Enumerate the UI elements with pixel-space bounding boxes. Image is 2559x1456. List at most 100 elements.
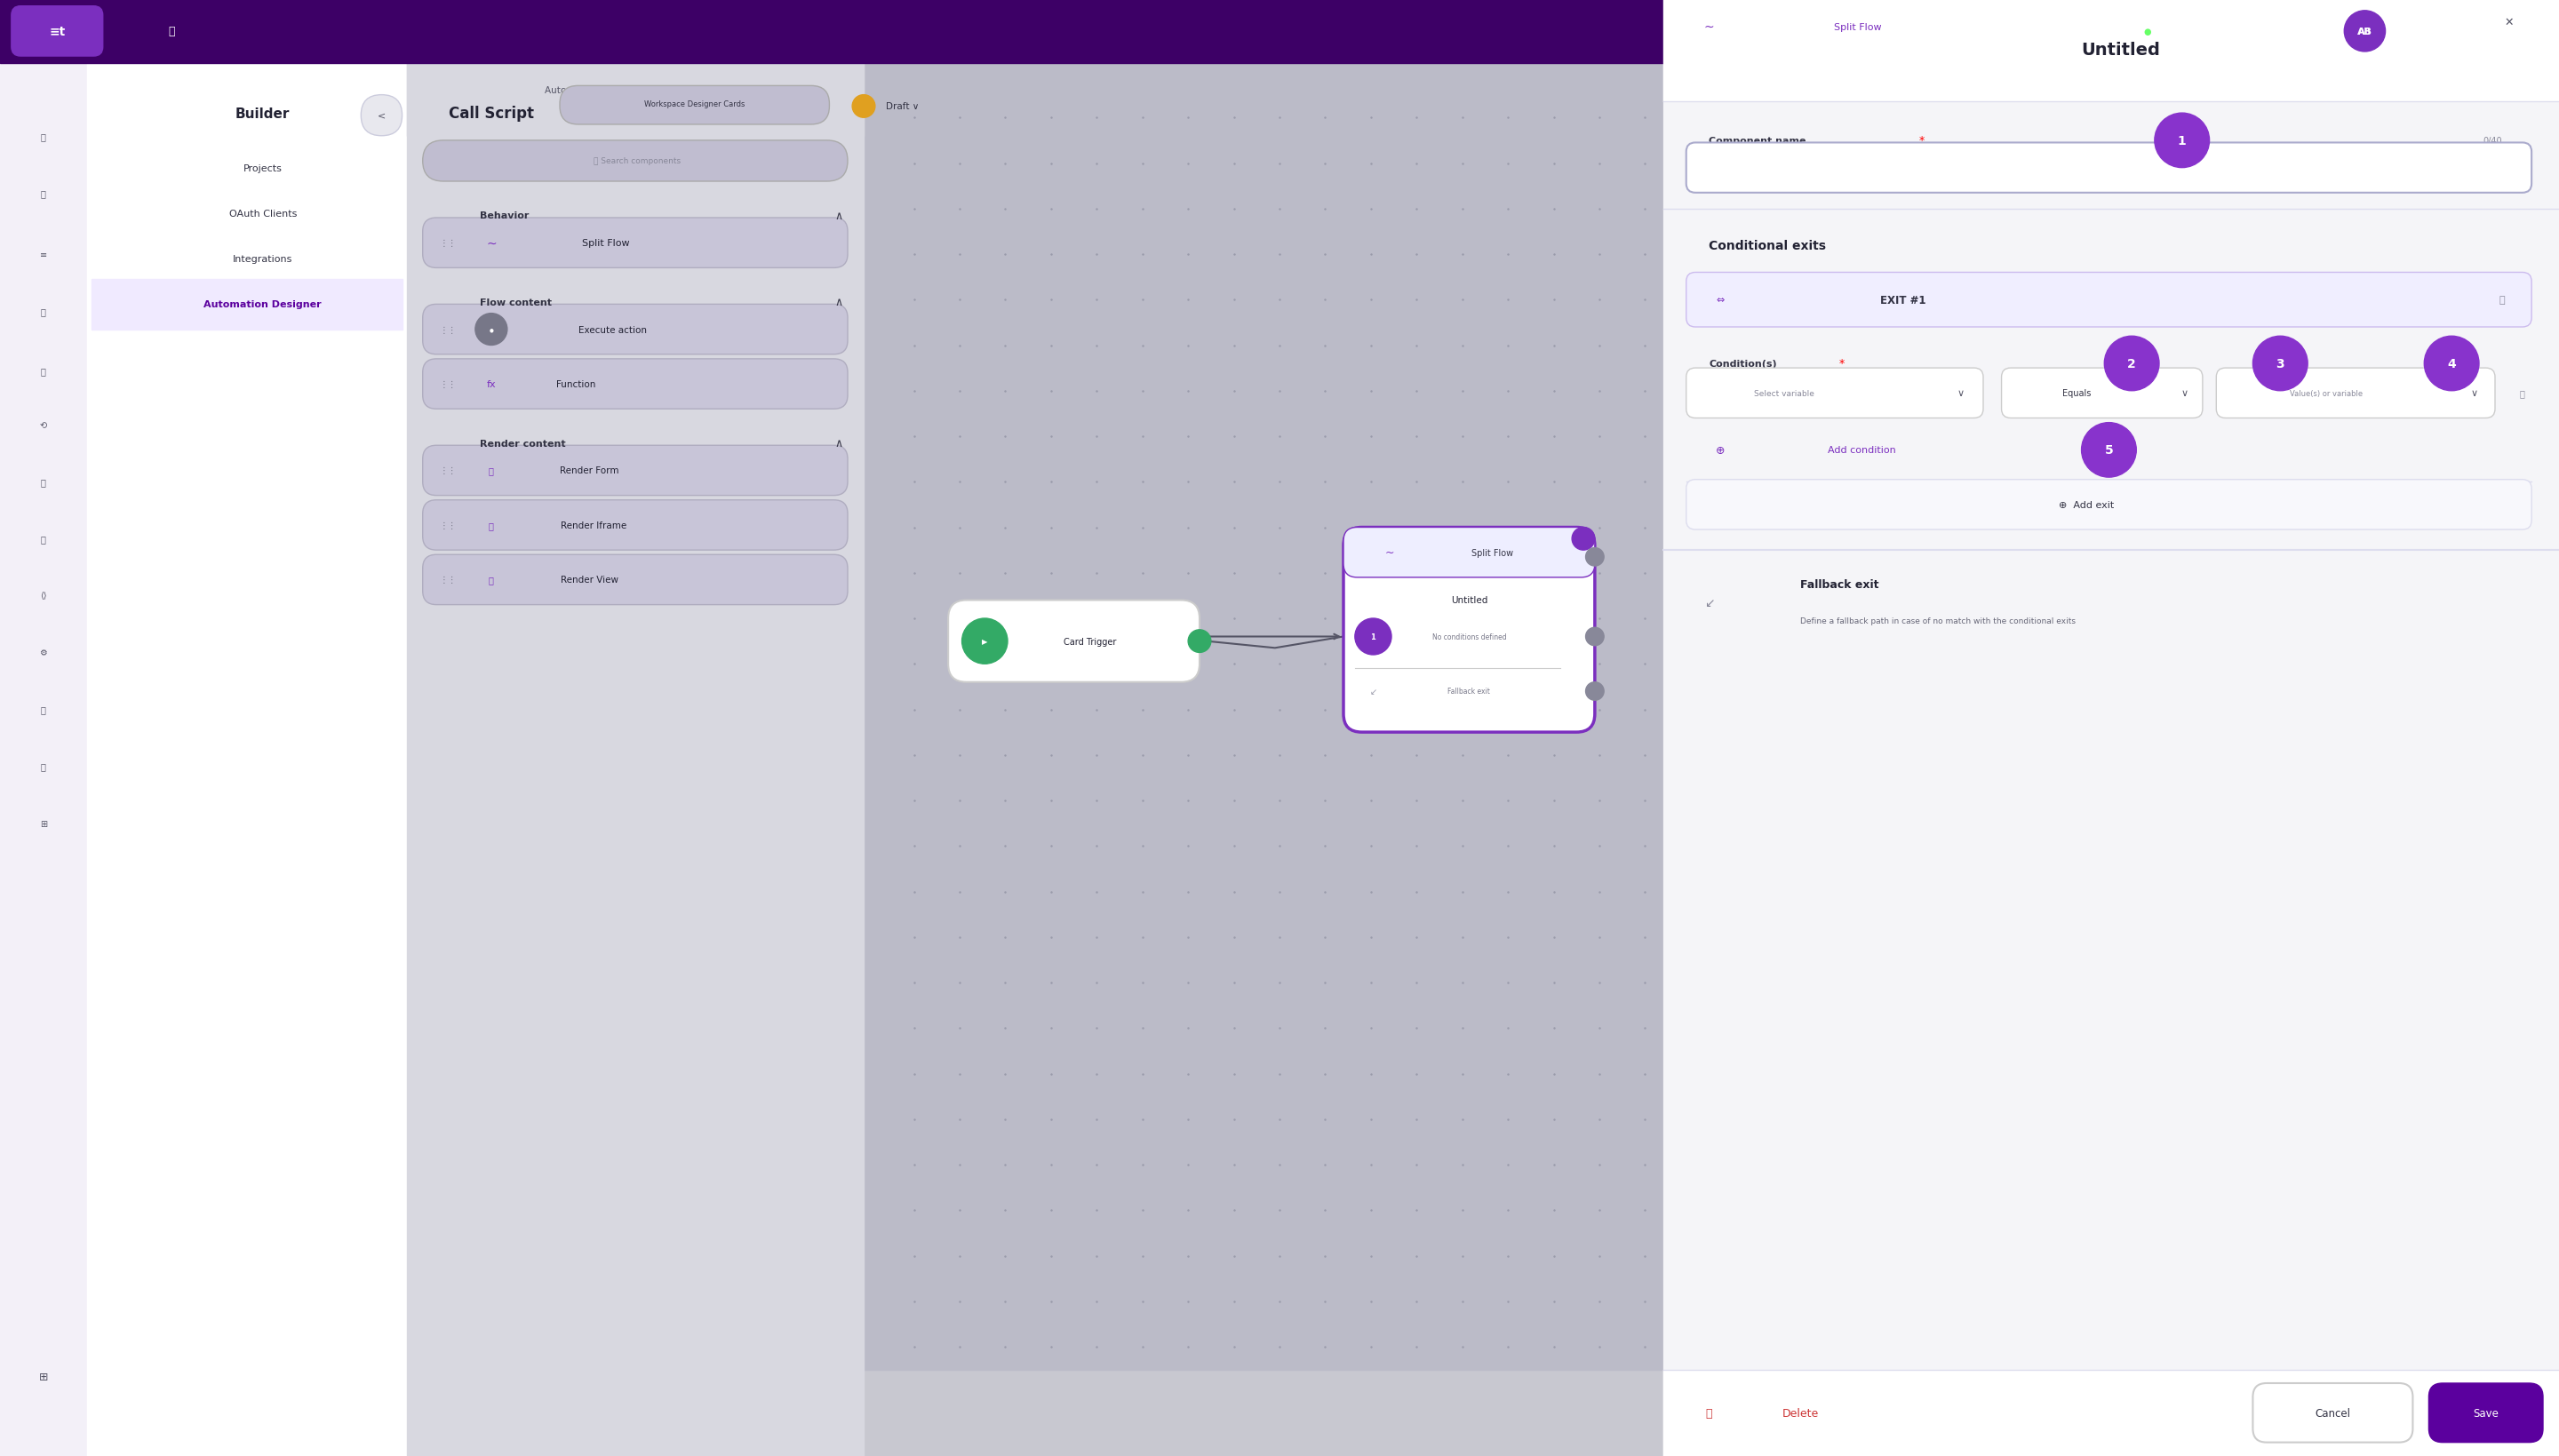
FancyBboxPatch shape — [560, 86, 829, 125]
Text: Automation Designer: Automation Designer — [205, 300, 322, 309]
Text: EXIT #1: EXIT #1 — [1881, 294, 1927, 306]
FancyBboxPatch shape — [422, 360, 847, 409]
Circle shape — [852, 96, 875, 118]
Text: 4: 4 — [2446, 358, 2457, 370]
Text: ↙: ↙ — [1704, 597, 1715, 609]
Circle shape — [2344, 12, 2385, 52]
Text: Define a fallback path in case of no match with the conditional exits: Define a fallback path in case of no mat… — [1802, 617, 2075, 625]
Circle shape — [2423, 336, 2480, 392]
Text: Available
02:55:56: Available 02:55:56 — [2224, 20, 2254, 38]
Text: ∨: ∨ — [2472, 389, 2477, 397]
FancyBboxPatch shape — [1686, 480, 2531, 530]
Text: OAuth Clients: OAuth Clients — [228, 210, 297, 218]
Circle shape — [2080, 424, 2137, 478]
Text: Function: Function — [555, 380, 596, 389]
Text: Card Trigger: Card Trigger — [1065, 638, 1116, 646]
Text: 👤: 👤 — [41, 132, 46, 141]
Text: ⟨⟩: ⟨⟩ — [41, 591, 46, 600]
Text: Flow content: Flow content — [481, 298, 553, 307]
Text: ≡t: ≡t — [49, 26, 64, 38]
Bar — [0, 0, 2559, 64]
Text: Fallback exit: Fallback exit — [1802, 579, 1878, 591]
Text: Render Form: Render Form — [560, 466, 619, 475]
Text: Workspace Designer Cards: Workspace Designer Cards — [645, 100, 745, 109]
Text: ∧: ∧ — [834, 438, 842, 450]
Text: 📋: 📋 — [41, 307, 46, 316]
Text: 1: 1 — [2178, 135, 2185, 147]
Text: ⊞: ⊞ — [38, 1370, 49, 1382]
Circle shape — [1587, 683, 1604, 700]
Text: 🔗: 🔗 — [41, 189, 46, 198]
Text: ⋮⋮: ⋮⋮ — [440, 239, 456, 248]
Text: fx: fx — [486, 380, 496, 389]
Circle shape — [1187, 630, 1210, 652]
Text: Builder: Builder — [235, 108, 289, 121]
Text: Split Flow: Split Flow — [1835, 23, 1881, 32]
Text: 📡: 📡 — [41, 534, 46, 543]
Text: ⬛: ⬛ — [41, 367, 46, 376]
Circle shape — [476, 314, 507, 345]
Text: ⋮⋮: ⋮⋮ — [440, 466, 456, 475]
Text: Integrations: Integrations — [233, 255, 292, 264]
Text: Save: Save — [2472, 1406, 2498, 1418]
Text: Draft ∨: Draft ∨ — [885, 102, 919, 111]
Text: 🔍 Search components: 🔍 Search components — [594, 157, 681, 166]
Text: ∧: ∧ — [834, 210, 842, 221]
Bar — [87, 64, 407, 1456]
Text: *: * — [1919, 135, 1924, 147]
Circle shape — [2252, 336, 2308, 392]
Text: ▶: ▶ — [983, 638, 988, 645]
FancyBboxPatch shape — [2428, 1383, 2544, 1443]
Text: ∨: ∨ — [2180, 389, 2188, 397]
FancyBboxPatch shape — [2216, 368, 2495, 418]
Text: Automation Designer: Automation Designer — [545, 86, 642, 96]
Circle shape — [2155, 114, 2208, 169]
Text: ~: ~ — [1384, 547, 1395, 559]
Text: ☰: ☰ — [2452, 26, 2462, 38]
Text: AB: AB — [2359, 28, 2372, 36]
FancyBboxPatch shape — [1343, 527, 1594, 732]
FancyBboxPatch shape — [361, 96, 402, 137]
FancyBboxPatch shape — [422, 218, 847, 268]
Text: Delete: Delete — [1781, 1406, 1819, 1418]
Text: Component name: Component name — [1709, 137, 1807, 146]
Text: Execute action: Execute action — [578, 326, 647, 335]
FancyBboxPatch shape — [422, 304, 847, 355]
Text: ●: ● — [2144, 28, 2152, 36]
FancyBboxPatch shape — [1686, 272, 2531, 328]
Text: Render View: Render View — [560, 575, 619, 584]
Text: ⋮⋮: ⋮⋮ — [440, 521, 456, 530]
Text: 🔧: 🔧 — [41, 763, 46, 772]
Text: ●: ● — [489, 328, 494, 332]
Circle shape — [1587, 628, 1604, 646]
Text: 📝: 📝 — [489, 466, 494, 475]
Text: Behavior: Behavior — [481, 211, 530, 220]
Text: 🗑: 🗑 — [2500, 296, 2505, 304]
Text: Condition(s): Condition(s) — [1709, 360, 1776, 368]
Text: Equals: Equals — [2063, 389, 2091, 397]
Text: AB: AB — [2357, 28, 2372, 36]
Text: Split Flow: Split Flow — [1471, 549, 1512, 558]
Text: ~: ~ — [1704, 20, 1715, 33]
Text: Select variable: Select variable — [1755, 390, 1814, 397]
Text: Render content: Render content — [481, 440, 566, 448]
Circle shape — [1354, 619, 1392, 655]
Text: ⊞: ⊞ — [41, 820, 46, 828]
Text: Split Flow: Split Flow — [581, 239, 630, 248]
FancyBboxPatch shape — [1686, 368, 1983, 418]
Bar — [0, 64, 87, 1456]
Text: 🛡: 🛡 — [41, 478, 46, 486]
Text: 🗑: 🗑 — [2521, 389, 2526, 397]
Text: 🗑: 🗑 — [1707, 1406, 1712, 1418]
Text: ~: ~ — [486, 237, 496, 249]
Text: <: < — [379, 112, 386, 121]
Bar — [1663, 0, 2559, 102]
Text: 🔔: 🔔 — [169, 26, 174, 38]
Text: ≡: ≡ — [41, 250, 46, 259]
Text: ⋮⋮: ⋮⋮ — [440, 380, 456, 389]
Text: Render Iframe: Render Iframe — [560, 521, 627, 530]
Bar — [407, 64, 862, 137]
Text: 3: 3 — [2275, 358, 2285, 370]
Text: ⇔: ⇔ — [1717, 296, 1725, 304]
FancyBboxPatch shape — [10, 7, 102, 57]
